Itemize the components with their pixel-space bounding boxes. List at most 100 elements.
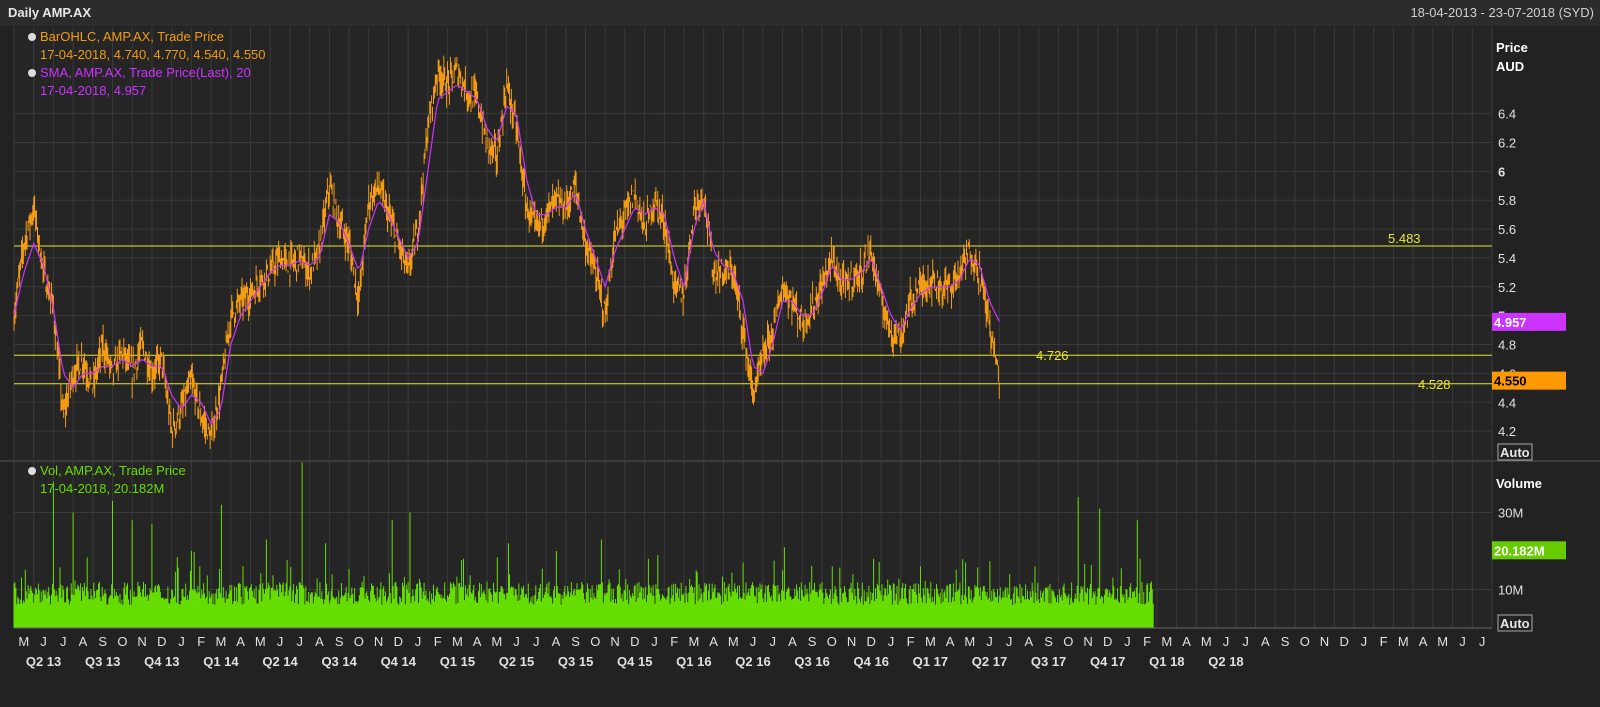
quarter-tick-label: Q1 18	[1149, 654, 1184, 669]
hline-label: 4.726	[1036, 348, 1069, 363]
legend-sma-line2: 17-04-2018, 4.957	[40, 83, 146, 98]
quarter-tick-label: Q1 14	[203, 654, 239, 669]
volume-tick-label: 30M	[1498, 506, 1523, 521]
legend: BarOHLC, AMP.AX, Trade Price 17-04-2018, …	[28, 29, 266, 496]
price-axis-title: Price	[1496, 40, 1528, 55]
month-tick-label: J	[986, 634, 993, 649]
month-tick-label: J	[769, 634, 776, 649]
price-axis-unit: AUD	[1496, 59, 1524, 74]
month-tick-label: M	[1201, 634, 1212, 649]
volume-auto-button[interactable]	[1497, 614, 1533, 632]
month-tick-label: O	[590, 634, 600, 649]
collapse-icon[interactable]	[28, 69, 36, 77]
month-tick-label: A	[79, 634, 88, 649]
month-tick-label: D	[1340, 634, 1349, 649]
month-tick-label: M	[1398, 634, 1409, 649]
month-tick-label: M	[1161, 634, 1172, 649]
month-tick-label: J	[178, 634, 185, 649]
month-tick-label: J	[60, 634, 67, 649]
month-tick-label: A	[1182, 634, 1191, 649]
month-tick-label: J	[415, 634, 422, 649]
quarter-tick-label: Q4 17	[1090, 654, 1125, 669]
volume-auto-label: Auto	[1500, 616, 1530, 631]
legend-volume-line2: 17-04-2018, 20.182M	[40, 481, 164, 496]
month-tick-label: S	[1281, 634, 1290, 649]
price-tick-label: 5.4	[1498, 251, 1516, 266]
month-tick-label: M	[255, 634, 266, 649]
month-tick-label: D	[394, 634, 403, 649]
month-tick-label: J	[750, 634, 757, 649]
price-tick-label: 4.4	[1498, 395, 1516, 410]
month-tick-label: J	[40, 634, 47, 649]
quarter-tick-label: Q3 13	[85, 654, 120, 669]
month-tick-label: M	[1437, 634, 1448, 649]
axes: 4.24.44.64.855.25.45.65.866.26.4PriceAUD…	[14, 40, 1566, 669]
month-tick-label: N	[137, 634, 146, 649]
month-tick-label: O	[354, 634, 364, 649]
month-tick-label: M	[491, 634, 502, 649]
collapse-icon[interactable]	[28, 33, 36, 41]
month-tick-label: S	[1044, 634, 1053, 649]
chart-title: Daily AMP.AX	[8, 5, 92, 20]
quarter-tick-label: Q4 13	[144, 654, 179, 669]
month-tick-label: J	[296, 634, 303, 649]
month-tick-label: D	[157, 634, 166, 649]
volume-value-tag: 20.182M	[1494, 543, 1545, 558]
price-tick-label: 5.6	[1498, 222, 1516, 237]
hline-label: 5.483	[1388, 231, 1421, 246]
legend-volume-line1: Vol, AMP.AX, Trade Price	[40, 463, 186, 478]
price-tick-label: 5.8	[1498, 193, 1516, 208]
month-tick-label: M	[925, 634, 936, 649]
month-tick-label: M	[452, 634, 463, 649]
month-tick-label: J	[533, 634, 540, 649]
quarter-tick-label: Q3 16	[794, 654, 829, 669]
month-tick-label: M	[688, 634, 699, 649]
quarter-tick-label: Q3 14	[321, 654, 357, 669]
quarter-tick-label: Q2 15	[499, 654, 534, 669]
month-tick-label: F	[434, 634, 442, 649]
horizontal-lines[interactable]: 5.483 4.726 4.528	[14, 231, 1492, 392]
collapse-icon[interactable]	[28, 467, 36, 475]
month-tick-label: A	[946, 634, 955, 649]
month-tick-label: M	[215, 634, 226, 649]
price-value-tag-bg	[1492, 371, 1566, 390]
date-range: 18-04-2013 - 23-07-2018 (SYD)	[1410, 5, 1594, 20]
month-tick-label: F	[1380, 634, 1388, 649]
month-tick-label: J	[1124, 634, 1131, 649]
month-tick-label: M	[18, 634, 29, 649]
month-tick-label: F	[670, 634, 678, 649]
quarter-tick-label: Q1 17	[913, 654, 948, 669]
month-tick-label: A	[1025, 634, 1034, 649]
month-tick-label: F	[907, 634, 915, 649]
month-tick-label: D	[630, 634, 639, 649]
month-tick-label: S	[335, 634, 344, 649]
month-tick-label: J	[888, 634, 895, 649]
month-tick-label: J	[513, 634, 520, 649]
month-tick-label: J	[1223, 634, 1230, 649]
price-tick-label: 4.2	[1498, 424, 1516, 439]
volume-axis-title: Volume	[1496, 476, 1542, 491]
quarter-tick-label: Q2 17	[972, 654, 1007, 669]
hline-label: 4.528	[1418, 377, 1451, 392]
legend-sma-line1: SMA, AMP.AX, Trade Price(Last), 20	[40, 65, 251, 80]
month-tick-label: O	[117, 634, 127, 649]
quarter-tick-label: Q1 16	[676, 654, 711, 669]
quarter-tick-label: Q3 17	[1031, 654, 1066, 669]
price-tick-label: 6.4	[1498, 107, 1516, 122]
month-tick-label: A	[1261, 634, 1270, 649]
month-tick-label: A	[788, 634, 797, 649]
month-tick-label: J	[1479, 634, 1486, 649]
month-tick-label: J	[277, 634, 284, 649]
month-tick-label: S	[98, 634, 107, 649]
month-tick-label: D	[1103, 634, 1112, 649]
volume-bar-series	[13, 462, 1154, 628]
volume-value-tag-bg	[1492, 541, 1566, 560]
sma-value-tag: 4.957	[1494, 315, 1527, 330]
quarter-tick-label: Q1 15	[440, 654, 475, 669]
month-tick-label: A	[552, 634, 561, 649]
quarter-tick-label: Q4 14	[381, 654, 417, 669]
auto-scale-button[interactable]	[1497, 443, 1533, 461]
month-tick-label: O	[1300, 634, 1310, 649]
